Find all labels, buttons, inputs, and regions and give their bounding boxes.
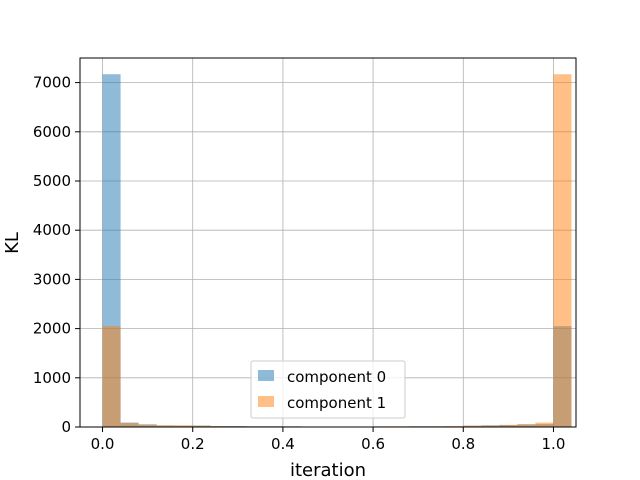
y-tick-label: 6000 — [33, 123, 71, 141]
x-tick-label: 1.0 — [542, 435, 566, 453]
y-tick-label: 0 — [61, 418, 71, 436]
histogram-bar — [120, 423, 139, 427]
histogram-bar — [517, 424, 536, 427]
legend-box — [250, 360, 406, 419]
legend-swatch-component-1 — [258, 396, 274, 407]
histogram-bar — [138, 424, 157, 427]
histogram-bar — [463, 425, 482, 427]
histogram-bar — [499, 424, 518, 427]
histogram-bar — [174, 425, 193, 427]
histogram-bar — [553, 74, 572, 428]
series-1-bars — [102, 74, 572, 428]
histogram-bar — [102, 326, 121, 427]
x-tick-label: 0.0 — [91, 435, 115, 453]
legend-label-component-0: component 0 — [287, 368, 386, 386]
x-tick-label: 0.8 — [451, 435, 475, 453]
x-tick-label: 0.4 — [271, 435, 295, 453]
y-axis-label: KL — [2, 232, 23, 254]
y-tick-label: 5000 — [33, 172, 71, 190]
y-axis-ticks: 0 1000 2000 3000 4000 5000 6000 7000 — [33, 74, 80, 436]
histogram-bar — [535, 422, 554, 427]
x-axis-label: iteration — [290, 460, 366, 480]
y-tick-label: 2000 — [33, 320, 71, 338]
histogram-bar — [192, 425, 211, 427]
grid-lines — [80, 58, 576, 428]
y-tick-label: 7000 — [33, 74, 71, 92]
x-axis-ticks: 0.0 0.2 0.4 0.6 0.8 1.0 — [91, 427, 566, 453]
x-tick-label: 0.2 — [181, 435, 205, 453]
legend-swatch-component-0 — [258, 370, 274, 381]
y-tick-label: 1000 — [33, 369, 71, 387]
legend: component 0 component 1 — [250, 360, 406, 419]
y-tick-label: 4000 — [33, 221, 71, 239]
y-tick-label: 3000 — [33, 270, 71, 288]
histogram-bar — [156, 425, 175, 427]
plot-frame — [79, 57, 577, 428]
x-tick-label: 0.6 — [361, 435, 385, 453]
legend-label-component-1: component 1 — [287, 394, 386, 412]
histogram-bar — [481, 425, 500, 427]
